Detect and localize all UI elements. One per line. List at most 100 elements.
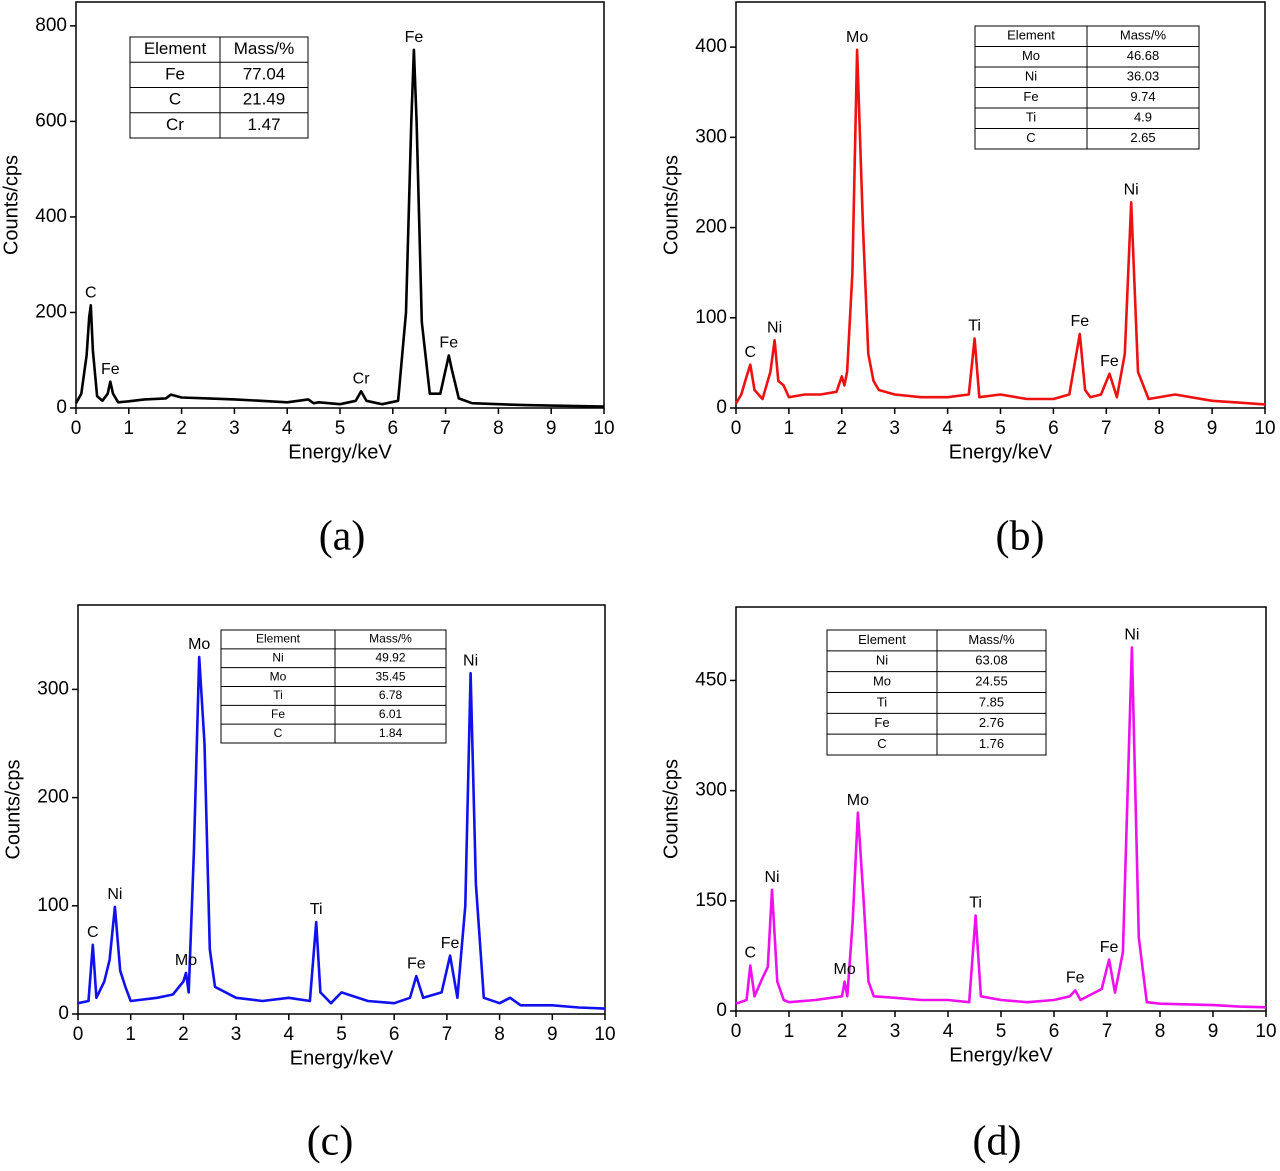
table-cell: 21.49 (243, 90, 286, 109)
table-cell: Element (1007, 28, 1055, 43)
x-tick-label: 9 (547, 1024, 558, 1045)
y-tick-label: 200 (695, 217, 727, 238)
y-axis-label: Counts/cps (2, 759, 24, 859)
table-cell: 7.85 (979, 694, 1004, 709)
peak-label: Fe (405, 29, 424, 46)
x-tick-label: 3 (229, 418, 240, 439)
y-tick-label: 0 (56, 397, 67, 418)
x-tick-label: 7 (440, 418, 451, 439)
panel-caption: (c) (307, 1119, 354, 1165)
peak-label: Fe (441, 935, 460, 952)
y-tick-label: 400 (35, 206, 67, 227)
x-tick-label: 2 (178, 1024, 189, 1045)
table-cell: Fe (271, 707, 285, 721)
x-tick-label: 3 (231, 1024, 242, 1045)
table-cell: 35.45 (375, 669, 405, 683)
peak-label: Mo (847, 792, 869, 809)
x-tick-label: 10 (593, 418, 614, 439)
x-tick-label: 1 (124, 418, 135, 439)
peak-label: Fe (1100, 939, 1119, 956)
mass-table: Element Mass/% Ni 63.08 Mo 24.55 Ti 7.85 Fe 2.76 C… (826, 629, 1047, 756)
x-tick-label: 10 (1255, 1021, 1276, 1042)
table-cell: 77.04 (243, 64, 286, 83)
table-cell: 46.68 (1127, 48, 1160, 63)
x-tick-label: 5 (336, 1024, 347, 1045)
panel-caption: (b) (996, 514, 1045, 560)
table-cell: Fe (165, 64, 185, 83)
y-tick-label: 0 (716, 1000, 727, 1021)
x-tick-label: 6 (1048, 418, 1059, 439)
peak-label: Ti (310, 901, 323, 918)
table-cell: 2.76 (979, 715, 1004, 730)
x-tick-label: 2 (837, 418, 848, 439)
peak-label: Fe (407, 955, 426, 972)
table-cell: 24.55 (975, 674, 1008, 689)
mass-table: Element Mass/% Mo 46.68 Ni 36.03 Fe 9.74 Ti 4.9 C 2… (974, 25, 1200, 150)
y-tick-label: 300 (37, 678, 69, 699)
y-tick-label: 600 (35, 110, 67, 131)
table-cell: 36.03 (1127, 69, 1160, 84)
table-cell: Ni (1025, 69, 1037, 84)
x-tick-label: 5 (996, 1021, 1007, 1042)
table-cell: Mass/% (968, 632, 1015, 647)
y-tick-label: 200 (37, 787, 69, 808)
x-tick-label: 8 (1155, 1021, 1166, 1042)
table-cell: Element (144, 39, 207, 58)
table-cell: 49.92 (375, 650, 405, 664)
y-axis-label: Counts/cps (660, 155, 682, 255)
y-tick-label: 100 (695, 307, 727, 328)
table-cell: 9.74 (1130, 89, 1155, 104)
table-cell: Ti (1026, 110, 1036, 125)
y-tick-label: 150 (695, 890, 727, 911)
y-tick-label: 200 (35, 301, 67, 322)
peak-label: Ni (1124, 182, 1139, 199)
table-cell: 4.9 (1134, 110, 1152, 125)
x-tick-label: 2 (176, 418, 187, 439)
y-tick-label: 0 (716, 397, 727, 418)
x-tick-label: 0 (731, 1021, 742, 1042)
x-tick-label: 6 (389, 1024, 400, 1045)
x-tick-label: 3 (889, 418, 900, 439)
x-tick-label: 5 (335, 418, 346, 439)
spectrum-line (734, 48, 1266, 406)
table-cell: 1.76 (979, 736, 1004, 751)
peak-label: Ni (1124, 627, 1139, 644)
peak-label: Mo (834, 961, 856, 978)
y-tick-label: 100 (37, 895, 69, 916)
peak-label: Fe (1066, 970, 1085, 987)
peak-label: Ni (107, 886, 122, 903)
x-tick-label: 7 (1101, 418, 1112, 439)
x-tick-label: 0 (73, 1024, 84, 1045)
x-tick-label: 9 (546, 418, 557, 439)
x-tick-label: 9 (1207, 418, 1218, 439)
peak-label: C (85, 285, 97, 302)
x-tick-label: 0 (731, 418, 742, 439)
table-cell: Element (858, 632, 906, 647)
x-tick-label: 4 (942, 418, 953, 439)
panel-caption: (d) (973, 1119, 1022, 1165)
table-cell: C (274, 726, 283, 740)
table-cell: C (1026, 130, 1035, 145)
mass-table: Element Mass/% Fe 77.04 C 21.49 Cr 1.47 (129, 36, 309, 139)
x-tick-label: 9 (1208, 1021, 1219, 1042)
table-cell: 6.78 (379, 688, 403, 702)
peak-label: Ti (969, 895, 982, 912)
x-tick-label: 1 (784, 1021, 795, 1042)
table-cell: C (877, 736, 886, 751)
x-axis-label: Energy/keV (949, 1044, 1053, 1066)
x-tick-label: 8 (494, 1024, 505, 1045)
table-cell: Ni (272, 650, 283, 664)
x-axis-label: Energy/keV (288, 441, 392, 463)
x-tick-label: 8 (493, 418, 504, 439)
x-tick-label: 6 (1049, 1021, 1060, 1042)
table-cell: Mo (873, 674, 891, 689)
x-tick-label: 7 (442, 1024, 453, 1045)
x-tick-label: 4 (943, 1021, 954, 1042)
peak-label: Mo (846, 29, 868, 46)
table-cell: Mass/% (1120, 28, 1167, 43)
x-tick-label: 2 (837, 1021, 848, 1042)
x-tick-label: 3 (890, 1021, 901, 1042)
y-tick-label: 450 (695, 669, 727, 690)
spectrum-line (74, 48, 605, 408)
